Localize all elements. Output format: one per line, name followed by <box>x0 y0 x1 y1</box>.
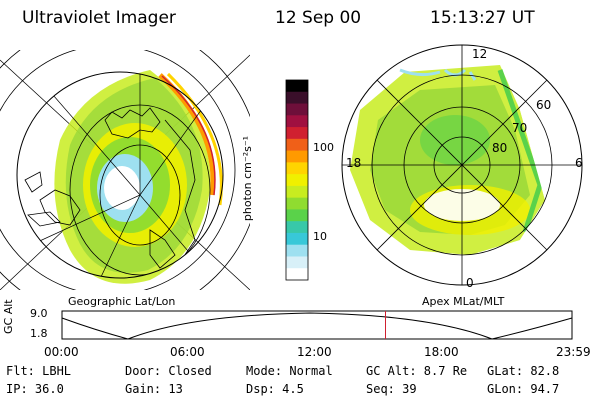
coastline <box>24 171 43 193</box>
colorbar-step <box>286 162 308 175</box>
gain-label: Gain: 13 <box>125 382 183 396</box>
mlt-label-18: 18 <box>346 156 362 170</box>
dsp-label: Dsp: 4.5 <box>246 382 304 396</box>
meridian-diag <box>376 79 548 251</box>
coastline <box>164 119 196 263</box>
time-label: 15:13:27 UT <box>430 8 535 28</box>
timeline-frame <box>61 310 573 340</box>
timeline-ylabel: GC Alt <box>2 299 15 334</box>
xtick-0600: 06:00 <box>170 345 205 359</box>
geo-grid <box>19 72 223 278</box>
colorbar-step <box>286 209 308 222</box>
instrument-title: Ultraviolet Imager <box>22 8 176 28</box>
latitude-arc <box>0 50 236 290</box>
lat-label-60: 60 <box>536 98 552 112</box>
xtick-1200: 12:00 <box>297 345 332 359</box>
altitude-curve <box>61 312 573 340</box>
polar-map <box>341 44 583 286</box>
lat-label-80: 80 <box>492 141 508 155</box>
geographic-map <box>0 50 250 290</box>
coastline <box>27 211 61 227</box>
auroral-oval-geo <box>54 70 223 284</box>
colorbar-step <box>286 268 308 281</box>
colorbar-step <box>286 185 308 199</box>
colorbar-step <box>286 127 308 140</box>
colorbar-step <box>286 232 308 246</box>
glon-label: GLon: 94.7 <box>487 382 560 396</box>
colorbar-frame <box>285 79 309 281</box>
door-label: Door: Closed <box>125 364 212 378</box>
coastline <box>104 107 161 139</box>
mlt-label-0: 0 <box>466 276 474 290</box>
colorbar-step <box>286 221 308 234</box>
geographic-caption: Geographic Lat/Lon <box>68 295 176 308</box>
coastline <box>39 189 81 226</box>
mode-label: Mode: Normal <box>246 364 333 378</box>
colorbar <box>286 80 308 281</box>
flt-label: Flt: LBHL <box>6 364 72 378</box>
colorbar-step <box>286 150 308 163</box>
date-label: 12 Sep 00 <box>275 8 362 28</box>
ytick-9: 9.0 <box>30 307 48 320</box>
glat-label: GLat: 82.8 <box>487 364 560 378</box>
colorbar-step <box>286 174 308 187</box>
colorbar-step <box>286 91 308 105</box>
gc-alt-label: GC Alt: 8.7 Re <box>366 364 468 378</box>
lat-label-70: 70 <box>512 121 528 135</box>
xtick-1800: 18:00 <box>424 345 459 359</box>
mlt-label-6: 6 <box>575 156 583 170</box>
colorbar-step <box>286 103 308 116</box>
colorbar-tick-100: 100 <box>313 141 334 154</box>
timeline-plot <box>61 310 573 340</box>
colorbar-tick-10: 10 <box>313 230 327 243</box>
map-boundary <box>16 71 224 279</box>
ytick-1-8: 1.8 <box>30 327 48 340</box>
colorbar-unit-label: photon cm⁻²s⁻¹ <box>241 135 255 222</box>
colorbar-step <box>286 244 308 257</box>
colorbar-step <box>286 115 308 128</box>
seq-label: Seq: 39 <box>366 382 417 396</box>
apex-caption: Apex MLat/MLT <box>422 295 505 308</box>
ip-label: IP: 36.0 <box>6 382 64 396</box>
mlt-label-12: 12 <box>472 47 488 61</box>
colorbar-step <box>286 197 308 210</box>
colorbar-step <box>286 256 308 269</box>
colorbar-step <box>286 138 308 152</box>
coastline <box>149 229 176 269</box>
xtick-2359: 23:59 <box>556 345 591 359</box>
colorbar-step <box>286 80 308 93</box>
xtick-0000: 00:00 <box>44 345 79 359</box>
